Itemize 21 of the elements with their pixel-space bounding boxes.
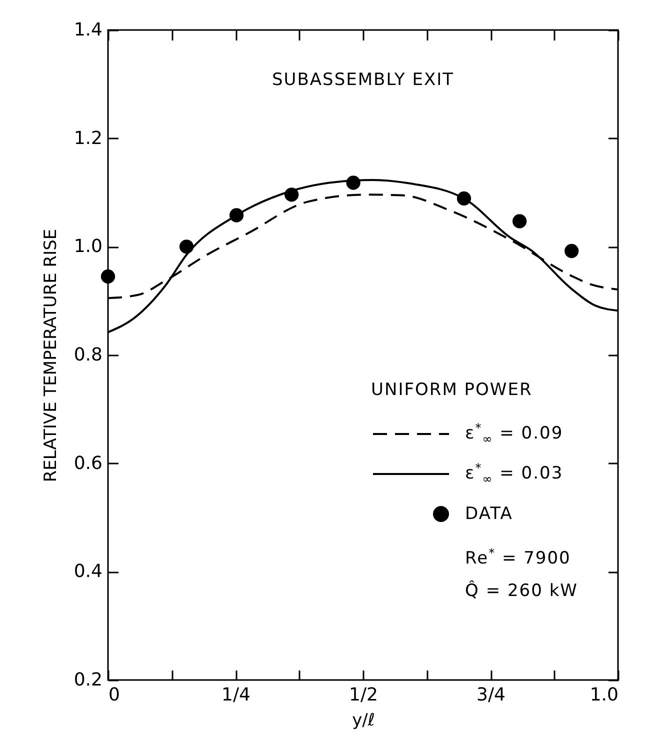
x-tick-label: 1/2 [349,684,378,706]
y-axis-title: RELATIVE TEMPERATURE RISE [40,228,61,482]
y-tick-label: 0.6 [74,452,102,474]
y-tick-label: 0.8 [74,344,102,366]
y-tick-label: 1.0 [74,236,102,258]
y-tick-label: 1.2 [74,128,102,149]
legend-label: DATA [465,504,513,524]
x-tick-label: 0 [108,684,120,706]
annotation: Q̂ = 260 kW [465,579,578,603]
x-tick-label: 3/4 [476,684,506,706]
y-tick-label: 1.4 [74,20,102,40]
legend-label: ε$^{*}$$_{∞}$ = 0.03 [465,461,564,487]
y-tick-label: 0.2 [74,670,102,690]
annotation: SUBASSEMBLY EXIT [272,70,454,90]
x-tick-label: 1/4 [222,684,250,706]
x-tick-label: 1.0 [590,684,618,706]
legend-title: UNIFORM POWER [371,380,534,400]
legend-label: ε$^{*}$$_{∞}$ = 0.09 [465,421,564,447]
y-tick-label: 0.4 [74,561,102,582]
x-axis-title: y/ℓ [352,710,375,730]
annotation: Re$^{*}$ = 7900 [465,545,572,571]
